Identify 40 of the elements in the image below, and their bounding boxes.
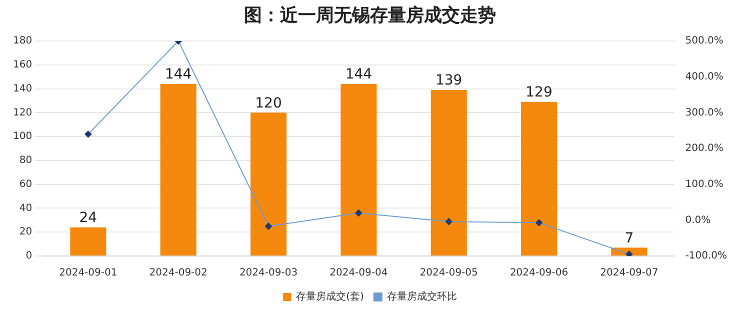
y2-tick-label: 0.0% [685,214,711,226]
chart-title: 图：近一周无锡存量房成交走势 [243,4,497,28]
bar [520,102,558,256]
y-tick-label: 100 [12,131,32,142]
y2-tick-label: 500.0% [685,36,724,47]
x-tick-label: 2024-09-06 [510,268,568,279]
y2-tick-label: 300.0% [685,107,724,118]
y-tick-label: 20 [19,226,32,238]
x-tick-label: 2024-09-03 [239,268,298,279]
y-tick-label: 0 [26,250,32,262]
bar [430,90,467,256]
x-tick-label: 2024-09-05 [420,268,478,279]
bar [250,112,287,256]
data-label: 120 [255,95,282,112]
data-label: 129 [526,84,552,101]
bar [340,84,377,256]
data-label: 7 [624,230,634,246]
legend-label: 存量房成交环比 [386,290,457,303]
y-tick-label: 160 [12,59,32,70]
x-tick-label: 2024-09-07 [600,268,658,279]
bar [70,227,106,256]
y-tick-label: 120 [12,107,32,118]
y2-tick-label: -100.0% [685,250,728,262]
y2-tick-label: 400.0% [685,71,724,82]
data-label: 144 [345,66,372,83]
y-tick-label: 140 [12,83,32,94]
x-tick-label: 2024-09-01 [59,268,118,279]
y-tick-label: 40 [19,202,32,214]
x-tick-label: 2024-09-04 [330,268,388,279]
y-tick-label: 60 [19,178,32,190]
y-tick-label: 180 [12,36,32,47]
data-label: 24 [79,210,98,226]
bar [160,84,196,256]
y-tick-label: 80 [19,155,32,166]
data-label: 139 [435,72,462,89]
x-tick-label: 2024-09-02 [149,268,208,279]
y2-tick-label: 100.0% [685,178,724,190]
data-label: 144 [164,66,192,83]
legend-label: 存量房成交(套) [296,290,364,303]
y2-tick-label: 200.0% [685,143,724,154]
